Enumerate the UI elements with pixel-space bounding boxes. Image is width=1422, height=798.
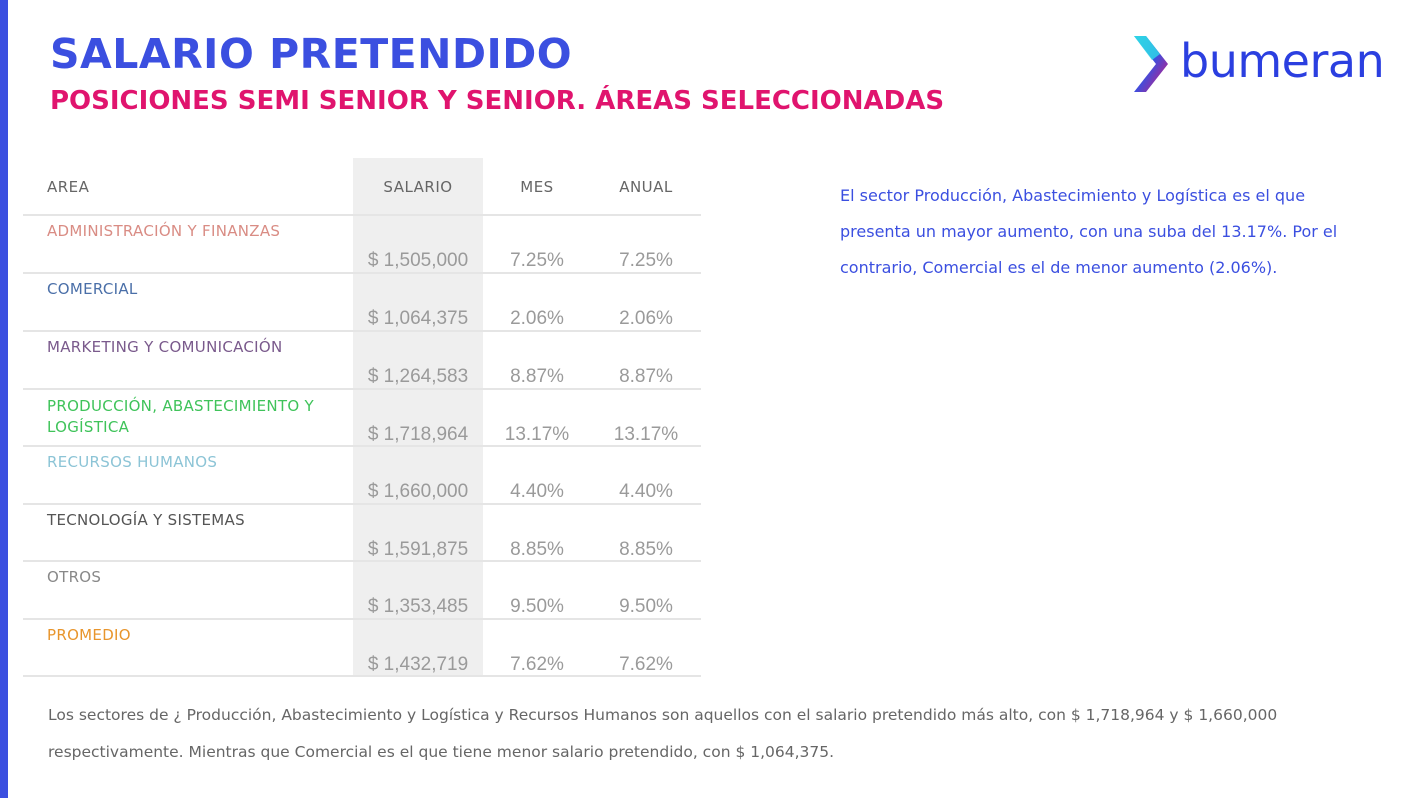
row-mes: 2.06% bbox=[510, 308, 564, 329]
row-mes: 9.50% bbox=[510, 596, 564, 617]
row-salario: $ 1,660,000 bbox=[367, 481, 469, 502]
row-area: PRODUCCIÓN, ABASTECIMIENTO Y LOGÍSTICA bbox=[47, 397, 314, 436]
insight-comment: El sector Producción, Abastecimiento y L… bbox=[840, 186, 1338, 277]
header-area: AREA bbox=[47, 178, 90, 196]
row-divider bbox=[23, 503, 701, 505]
row-divider bbox=[23, 618, 701, 620]
row-mes: 7.62% bbox=[510, 654, 564, 675]
row-area: PROMEDIO bbox=[47, 626, 131, 644]
header-mes: MES bbox=[520, 178, 554, 196]
row-area: ADMINISTRACIÓN Y FINANZAS bbox=[47, 222, 281, 240]
table-row: PRODUCCIÓN, ABASTECIMIENTO Y LOGÍSTICA $… bbox=[23, 390, 701, 447]
row-salario: $ 1,064,375 bbox=[367, 308, 469, 329]
salary-table: AREA SALARIO MES ANUAL ADMINISTRACIÓN Y … bbox=[23, 158, 701, 677]
row-area: OTROS bbox=[47, 568, 102, 586]
table-row: OTROS $ 1,353,485 9.50% 9.50% bbox=[23, 562, 701, 619]
page-title: SALARIO PRETENDIDO bbox=[50, 30, 573, 78]
row-area: COMERCIAL bbox=[47, 280, 138, 298]
row-anual: 2.06% bbox=[619, 308, 673, 329]
header-divider bbox=[23, 214, 701, 216]
row-area: MARKETING Y COMUNICACIÓN bbox=[47, 338, 283, 356]
header-anual: ANUAL bbox=[619, 178, 673, 196]
row-divider bbox=[23, 330, 701, 332]
table-row: RECURSOS HUMANOS $ 1,660,000 4.40% 4.40% bbox=[23, 447, 701, 504]
row-salario: $ 1,505,000 bbox=[367, 250, 469, 271]
row-salario: $ 1,264,583 bbox=[367, 366, 469, 387]
row-mes: 4.40% bbox=[510, 481, 564, 502]
left-accent-bar bbox=[0, 0, 8, 798]
table-row: MARKETING Y COMUNICACIÓN $ 1,264,583 8.8… bbox=[23, 332, 701, 389]
row-mes: 13.17% bbox=[504, 424, 570, 445]
row-divider bbox=[23, 272, 701, 274]
row-mes: 8.85% bbox=[510, 539, 564, 560]
row-salario: $ 1,718,964 bbox=[367, 424, 469, 445]
table-bottom-divider bbox=[23, 675, 701, 677]
row-salario: $ 1,591,875 bbox=[367, 539, 469, 560]
row-anual: 7.62% bbox=[619, 654, 673, 675]
row-anual: 9.50% bbox=[619, 596, 673, 617]
row-divider bbox=[23, 445, 701, 447]
footer-summary: Los sectores de ¿ Producción, Abastecimi… bbox=[48, 706, 1278, 761]
logo-text: bumeran bbox=[1180, 34, 1385, 88]
row-area: TECNOLOGÍA Y SISTEMAS bbox=[47, 511, 245, 529]
table-row: COMERCIAL $ 1,064,375 2.06% 2.06% bbox=[23, 274, 701, 331]
row-mes: 8.87% bbox=[510, 366, 564, 387]
row-divider bbox=[23, 560, 701, 562]
page-subtitle: POSICIONES SEMI SENIOR Y SENIOR. ÁREAS S… bbox=[50, 86, 945, 116]
row-salario: $ 1,353,485 bbox=[367, 596, 469, 617]
row-anual: 8.87% bbox=[619, 366, 673, 387]
row-salario: $ 1,432,719 bbox=[367, 654, 469, 675]
bumeran-logo: bumeran bbox=[1130, 32, 1405, 96]
table-row: PROMEDIO $ 1,432,719 7.62% 7.62% bbox=[23, 620, 701, 677]
row-mes: 7.25% bbox=[510, 250, 564, 271]
row-anual: 13.17% bbox=[613, 424, 679, 445]
table-row: TECNOLOGÍA Y SISTEMAS $ 1,591,875 8.85% … bbox=[23, 505, 701, 562]
row-anual: 7.25% bbox=[619, 250, 673, 271]
row-area: RECURSOS HUMANOS bbox=[47, 453, 218, 471]
salary-column-highlight bbox=[353, 158, 483, 677]
row-divider bbox=[23, 388, 701, 390]
row-anual: 8.85% bbox=[619, 539, 673, 560]
table-row: ADMINISTRACIÓN Y FINANZAS $ 1,505,000 7.… bbox=[23, 216, 701, 273]
bumeran-chevron-icon bbox=[1134, 36, 1168, 92]
row-anual: 4.40% bbox=[619, 481, 673, 502]
header-salario: SALARIO bbox=[383, 178, 453, 196]
